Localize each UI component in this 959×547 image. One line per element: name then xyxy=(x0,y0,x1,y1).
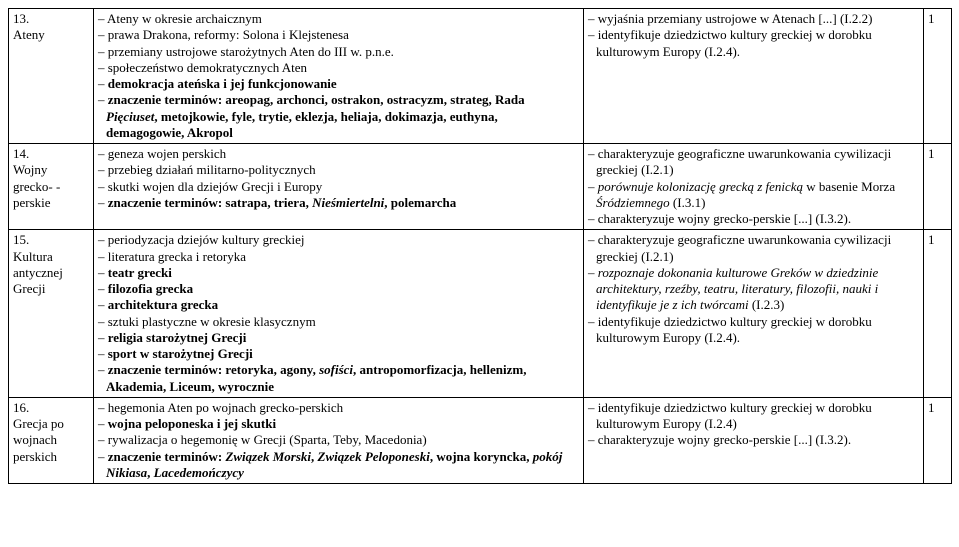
row-number: 14. xyxy=(13,146,29,161)
row-title: Kultura antycznej Grecji xyxy=(13,249,63,297)
row-number: 13. xyxy=(13,11,29,26)
row-number: 16. xyxy=(13,400,29,415)
row-title: Grecja po wojnach perskich xyxy=(13,416,64,464)
row-goals: – wyjaśnia przemiany ustrojowe w Atenach… xyxy=(584,9,924,144)
row-content: – Ateny w okresie archaicznym– prawa Dra… xyxy=(94,9,584,144)
curriculum-table: 13.Ateny– Ateny w okresie archaicznym– p… xyxy=(8,8,952,484)
row-content: – periodyzacja dziejów kultury greckiej–… xyxy=(94,230,584,398)
row-number-title: 13.Ateny xyxy=(9,9,94,144)
row-content: – hegemonia Aten po wojnach grecko-persk… xyxy=(94,397,584,483)
row-count: 1 xyxy=(924,397,952,483)
row-count: 1 xyxy=(924,9,952,144)
row-content: – geneza wojen perskich– przebieg działa… xyxy=(94,144,584,230)
row-number-title: 15. Kultura antycznej Grecji xyxy=(9,230,94,398)
row-goals: – charakteryzuje geograficzne uwarunkowa… xyxy=(584,230,924,398)
table-row: 15. Kultura antycznej Grecji – periodyzacj… xyxy=(9,230,952,398)
row-number-title: 16.Grecja po wojnach perskich xyxy=(9,397,94,483)
row-number-title: 14.Wojny grecko- -perskie xyxy=(9,144,94,230)
table-row: 14.Wojny grecko- -perskie– geneza wojen … xyxy=(9,144,952,230)
table-row: 16.Grecja po wojnach perskich– hegemonia… xyxy=(9,397,952,483)
row-goals: – identyfikuje dziedzictwo kultury greck… xyxy=(584,397,924,483)
row-count: 1 xyxy=(924,144,952,230)
row-title: Ateny xyxy=(13,27,45,42)
row-number: 15. xyxy=(13,232,29,247)
row-goals: – charakteryzuje geograficzne uwarunkowa… xyxy=(584,144,924,230)
table-row: 13.Ateny– Ateny w okresie archaicznym– p… xyxy=(9,9,952,144)
row-count: 1 xyxy=(924,230,952,398)
row-title: Wojny grecko- -perskie xyxy=(13,162,60,210)
